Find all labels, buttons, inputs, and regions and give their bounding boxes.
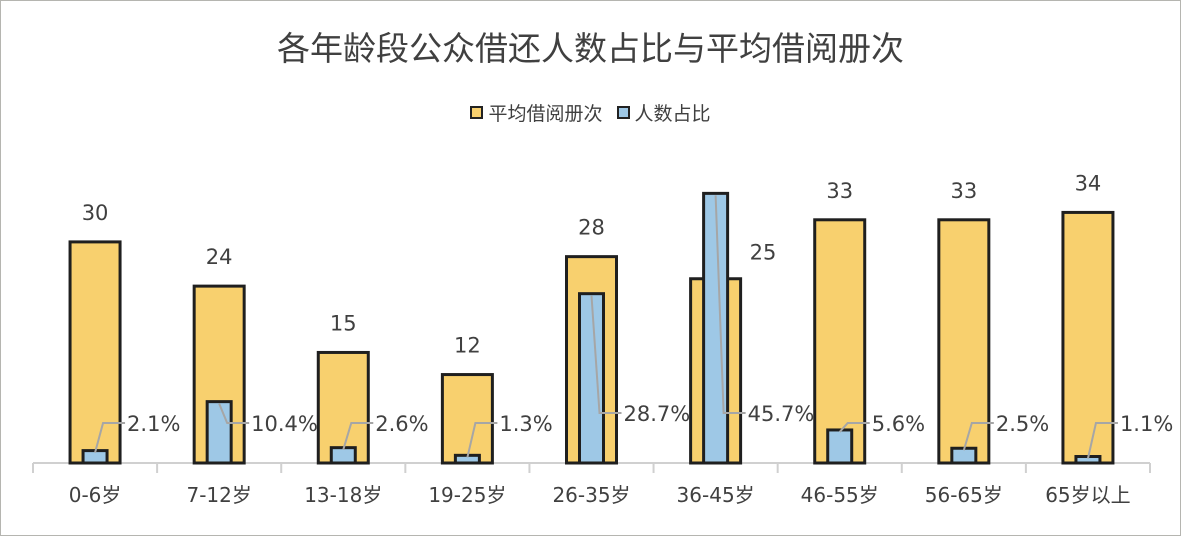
legend-swatch-avg	[470, 106, 484, 119]
legend-swatch-pct	[616, 106, 630, 119]
data-label-pct: 1.3%	[499, 412, 552, 436]
leader-line	[962, 422, 994, 451]
bar-pct	[205, 400, 233, 465]
bar-avg-borrow	[937, 218, 991, 465]
data-label-avg: 24	[206, 245, 233, 269]
data-label-pct: 10.4%	[251, 412, 318, 436]
bar-pct	[702, 191, 730, 465]
legend-item-avg: 平均借阅册次	[470, 99, 603, 126]
chart-title: 各年龄段公众借还人数占比与平均借阅册次	[277, 29, 904, 68]
legend: 平均借阅册次 人数占比	[0, 99, 1181, 126]
x-tick-label: 46-55岁	[801, 483, 879, 507]
data-label-pct: 28.7%	[624, 402, 691, 426]
leader-line	[1086, 422, 1118, 459]
bar-pct	[329, 446, 357, 465]
bar-avg-borrow	[316, 350, 370, 465]
x-tick-label: 56-65岁	[925, 483, 1003, 507]
data-label-pct: 5.6%	[872, 412, 925, 436]
x-tick-label: 26-35岁	[552, 483, 630, 507]
leader-line	[714, 195, 746, 414]
data-label-pct: 1.1%	[1120, 412, 1173, 436]
data-label-avg: 34	[1075, 171, 1102, 195]
x-tick-label: 13-18岁	[304, 483, 382, 507]
data-label-avg: 25	[750, 240, 777, 264]
data-label-pct: 2.1%	[127, 412, 180, 436]
data-label-pct: 2.5%	[996, 412, 1049, 436]
leader-line	[218, 403, 250, 424]
leader-line	[94, 422, 126, 453]
x-tick-label: 36-45岁	[677, 483, 755, 507]
data-label-pct: 2.6%	[375, 412, 428, 436]
data-label-avg: 28	[578, 216, 605, 240]
data-label-pct: 45.7%	[748, 402, 815, 426]
x-tick-label: 19-25岁	[428, 483, 506, 507]
legend-label-avg: 平均借阅册次	[488, 103, 603, 125]
x-tick-label: 7-12岁	[186, 483, 251, 507]
x-tick-label: 65岁以上	[1045, 483, 1130, 507]
leader-line	[838, 422, 870, 433]
data-label-avg: 15	[330, 311, 357, 335]
legend-label-pct: 人数占比	[634, 103, 711, 125]
bar-pct	[950, 446, 978, 465]
leader-line	[590, 295, 622, 414]
bar-avg-borrow	[68, 240, 122, 465]
bar-avg-borrow	[813, 218, 867, 465]
data-label-avg: 12	[454, 334, 481, 358]
data-label-avg: 33	[826, 179, 853, 203]
legend-item-pct: 人数占比	[616, 99, 711, 126]
bar-pct	[578, 292, 605, 465]
data-label-avg: 33	[950, 179, 977, 203]
leader-line	[466, 422, 498, 458]
bar-avg-borrow	[1061, 210, 1115, 465]
bar-avg-borrow	[440, 373, 494, 465]
data-label-avg: 30	[82, 201, 109, 225]
bar-pct	[826, 428, 854, 465]
leader-line	[342, 422, 374, 450]
x-tick-label: 0-6岁	[69, 483, 122, 507]
